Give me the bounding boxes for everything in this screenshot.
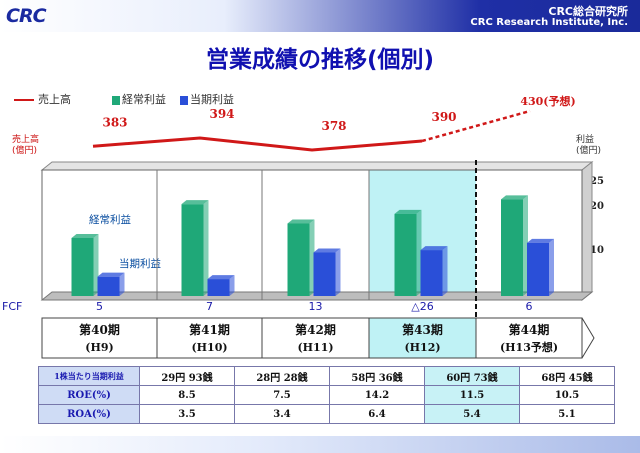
table-cell: 6.4 [330, 405, 425, 424]
sales-value-label: 390 [431, 110, 456, 124]
period-sublabel: (H13予想) [500, 340, 558, 354]
plot-top-face [42, 162, 592, 170]
bar-net-profit-side [120, 273, 125, 296]
row-header: 1株当たり当期利益 [39, 367, 140, 386]
table-cell: 28円 28銭 [235, 367, 330, 386]
table-cell: 11.5 [425, 386, 520, 405]
fcf-value: 6 [526, 300, 533, 313]
table-cell: 5.4 [425, 405, 520, 424]
period-label: 第40期 [79, 322, 120, 337]
bar-ordinary-profit [72, 238, 94, 296]
table-cell: 58円 36銭 [330, 367, 425, 386]
bar-net-profit [421, 250, 443, 296]
fcf-value: △26 [411, 300, 433, 313]
table-cell: 3.5 [140, 405, 235, 424]
chart-canvas: 383 394 378 390 430(予想) 5 7 13 △26 6 第40期 (H9) 第41期 (… [0, 0, 640, 365]
table-row: ROE(%) 8.5 7.5 14.2 11.5 10.5 [39, 386, 615, 405]
table-cell: 60円 73銭 [425, 367, 520, 386]
period-sublabel: (H9) [85, 341, 113, 354]
table-cell: 5.1 [520, 405, 615, 424]
bar-net-profit [98, 277, 120, 296]
table-cell: 29円 93銭 [140, 367, 235, 386]
row-header: ROE(%) [39, 386, 140, 405]
bar-net-profit-side [336, 249, 341, 297]
sales-line [93, 138, 422, 150]
table-cell: 3.4 [235, 405, 330, 424]
bar-ordinary-profit [395, 214, 417, 296]
period-label: 第42期 [295, 322, 336, 337]
table-cell: 7.5 [235, 386, 330, 405]
period-sublabel: (H10) [191, 341, 227, 354]
period-label: 第44期 [509, 322, 550, 337]
fcf-value: 7 [206, 300, 213, 313]
bar-net-profit-side [549, 239, 554, 296]
table-row: 1株当たり当期利益 29円 93銭 28円 28銭 58円 36銭 60円 73… [39, 367, 615, 386]
table-cell: 14.2 [330, 386, 425, 405]
footer-bar [0, 436, 640, 453]
bar-ordinary-profit [288, 224, 310, 297]
metrics-table: 1株当たり当期利益 29円 93銭 28円 28銭 58円 36銭 60円 73… [38, 366, 615, 424]
bar-net-profit-side [443, 246, 448, 296]
fcf-value: 13 [309, 300, 323, 313]
table-row: ROA(%) 3.5 3.4 6.4 5.4 5.1 [39, 405, 615, 424]
sales-value-label: 430(予想) [520, 94, 575, 108]
bar-ordinary-profit [501, 199, 523, 296]
sales-value-label: 394 [209, 107, 234, 121]
bar-net-profit [314, 253, 336, 297]
table-cell: 8.5 [140, 386, 235, 405]
bar-net-profit [527, 243, 549, 296]
period-sublabel: (H12) [404, 341, 440, 354]
row-header: ROA(%) [39, 405, 140, 424]
plot-right-face [582, 162, 592, 300]
period-label: 第43期 [402, 322, 443, 337]
sales-value-label: 383 [102, 115, 127, 129]
fcf-value: 5 [96, 300, 103, 313]
sales-value-label: 378 [321, 119, 346, 133]
bar-net-profit [208, 279, 230, 296]
period-sublabel: (H11) [297, 341, 333, 354]
bar-ordinary-profit [182, 204, 204, 296]
table-cell: 10.5 [520, 386, 615, 405]
table-cell: 68円 45銭 [520, 367, 615, 386]
period-label: 第41期 [189, 322, 230, 337]
